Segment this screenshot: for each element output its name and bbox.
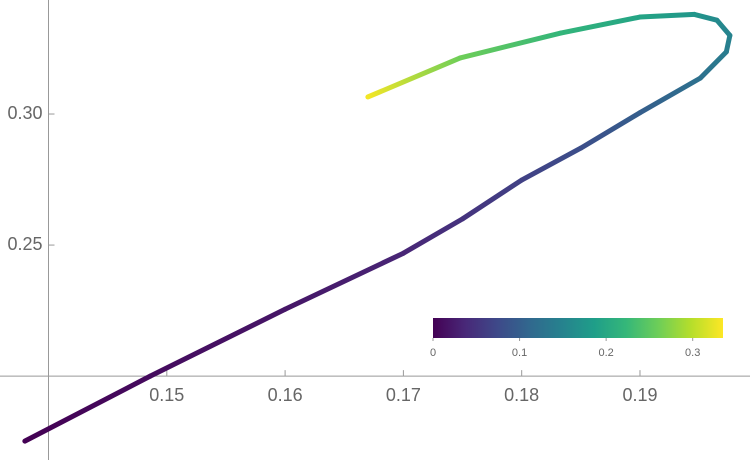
colorbar-tick-label: 0.2: [598, 347, 613, 359]
x-tick-label: 0.15: [149, 385, 184, 405]
curve-segment: [714, 17, 733, 38]
colorbar-tick-label: 0.3: [685, 347, 700, 359]
curve-segment: [22, 373, 153, 444]
colorbar: [433, 318, 723, 338]
curve-segment: [723, 32, 733, 55]
curve-segment: [519, 145, 584, 183]
curve-segment: [365, 55, 463, 100]
x-tick-label: 0.17: [386, 385, 421, 405]
curve-segment: [697, 49, 729, 81]
colorbar-tick-label: 0: [430, 347, 436, 359]
curve-segment: [400, 216, 466, 256]
curve-segment: [637, 11, 697, 20]
curve-segment: [147, 306, 288, 379]
colorbar-tick-label: 0.1: [512, 347, 527, 359]
x-tick-label: 0.16: [268, 385, 303, 405]
curve-segment: [637, 75, 703, 116]
y-tick-label: 0.30: [7, 103, 42, 123]
x-tick-label: 0.18: [504, 385, 539, 405]
curve-segment: [691, 11, 720, 23]
y-tick-label: 0.25: [7, 234, 42, 254]
curve-segment: [457, 30, 564, 61]
curve-segment: [282, 250, 406, 312]
x-tick-label: 0.19: [622, 385, 657, 405]
curve-segment: [578, 110, 643, 151]
curve-segment: [460, 177, 525, 222]
curve-segment: [558, 14, 643, 36]
